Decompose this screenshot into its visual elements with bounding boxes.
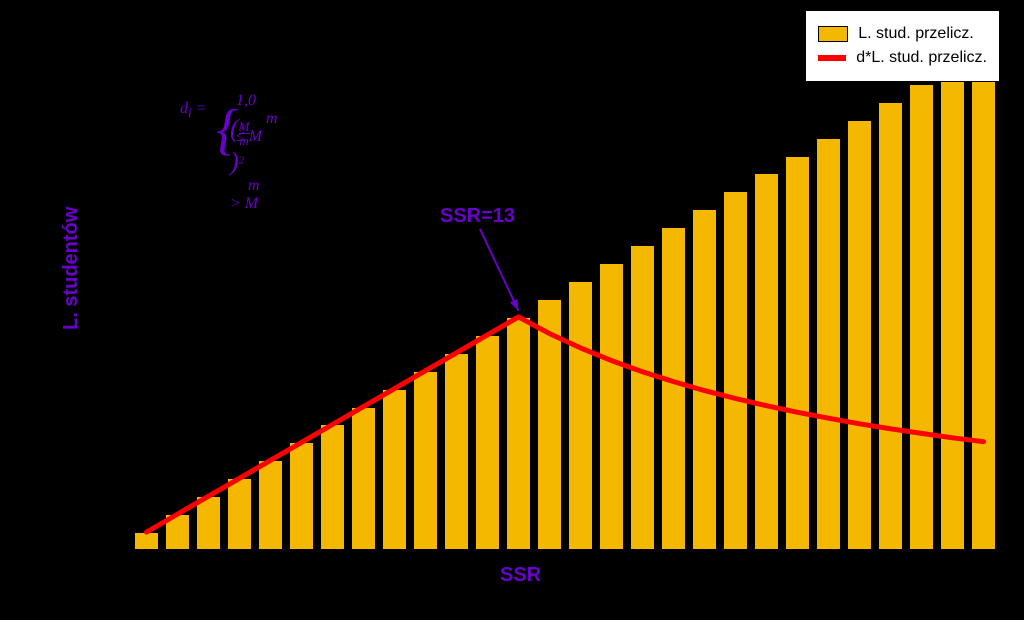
- ssr-annotation: SSR=13: [440, 205, 515, 228]
- y-axis-label: L. studentów: [60, 207, 83, 330]
- chart-container: L. stud. przelicz. d*L. stud. przelicz. …: [60, 10, 1010, 570]
- annotation-arrow: [480, 229, 519, 311]
- line-series: [147, 317, 984, 532]
- legend: L. stud. przelicz. d*L. stud. przelicz.: [805, 10, 1000, 82]
- plot-area: [130, 30, 1000, 550]
- legend-swatch-bar: [818, 26, 848, 42]
- legend-label-bar: L. stud. przelicz.: [858, 25, 974, 43]
- legend-item-bar: L. stud. przelicz.: [818, 25, 987, 43]
- legend-label-line: d*L. stud. przelicz.: [856, 49, 987, 67]
- legend-item-line: d*L. stud. przelicz.: [818, 49, 987, 67]
- line-overlay: [130, 30, 1000, 550]
- x-axis-label: SSR: [500, 564, 541, 587]
- legend-swatch-line: [818, 55, 846, 61]
